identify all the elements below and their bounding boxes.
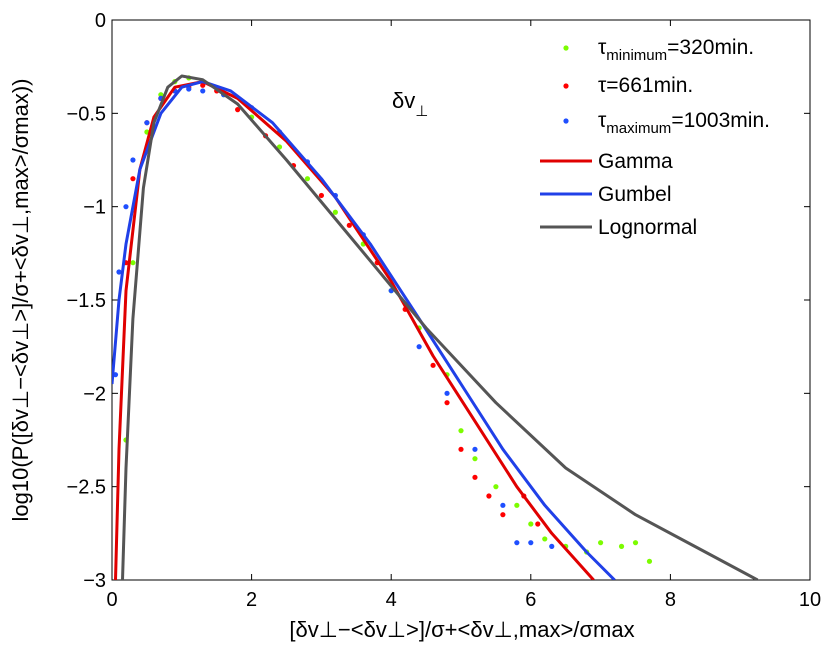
legend-marker	[563, 45, 569, 51]
data-point	[542, 536, 548, 542]
x-tick-label: 10	[799, 589, 821, 611]
data-point	[472, 456, 478, 462]
data-point	[646, 558, 653, 564]
data-point	[130, 157, 136, 163]
data-point	[444, 400, 450, 406]
data-point	[130, 260, 136, 266]
data-point	[458, 446, 464, 452]
data-point	[304, 176, 311, 182]
data-point	[486, 493, 492, 499]
data-point	[144, 120, 150, 126]
data-point	[514, 540, 520, 546]
data-point	[472, 474, 478, 480]
legend-label: τminimum=320min.	[598, 36, 754, 64]
data-point	[332, 209, 338, 215]
x-tick-label: 0	[106, 589, 117, 611]
data-point	[528, 521, 534, 527]
y-tick-label: −2.5	[67, 477, 106, 499]
y-tick-label: −1	[83, 197, 106, 219]
legend-label: τmaximum=1003min.	[598, 109, 770, 137]
y-tick-label: −2	[83, 383, 106, 405]
x-tick-label: 2	[246, 589, 257, 611]
legend: τminimum=320min. τ=661min. τmaximum=1003mi…	[540, 36, 770, 239]
series-layer	[112, 74, 759, 580]
x-axis-label: [δv⊥−<δv⊥>]/σ+<δv⊥,max>/σmax	[289, 617, 634, 642]
data-point	[535, 521, 541, 527]
series-line-gamma	[114, 80, 595, 580]
data-point	[598, 540, 604, 546]
x-tick-label: 6	[525, 589, 536, 611]
y-tick-label: 0	[95, 10, 106, 32]
data-point	[200, 82, 206, 88]
data-point	[200, 88, 206, 94]
data-point	[318, 192, 324, 199]
x-tick-label: 8	[665, 589, 676, 611]
plot-area	[111, 19, 811, 581]
data-point	[444, 390, 450, 396]
series-clip	[112, 74, 759, 580]
annotation-delta-v: δv⊥	[392, 88, 428, 120]
data-point	[514, 502, 520, 508]
y-tick-label: −1.5	[67, 290, 106, 312]
series-line-gumbel	[112, 80, 616, 580]
data-point	[549, 543, 555, 550]
legend-marker	[563, 83, 569, 89]
data-point	[123, 204, 129, 210]
data-point	[430, 362, 436, 368]
data-point	[416, 344, 422, 350]
data-point	[528, 540, 534, 546]
data-point	[158, 92, 164, 98]
y-tick-label: −3	[83, 570, 106, 592]
data-point	[130, 176, 136, 182]
data-point	[500, 502, 506, 508]
data-point	[493, 484, 499, 490]
data-point	[500, 512, 506, 518]
data-point	[458, 428, 464, 434]
data-point	[472, 446, 478, 452]
tick-group: 0 2 4 6 8 10 0 −0.5 −1 −1.5 −2 −2.5 −3	[67, 10, 822, 611]
data-point	[276, 144, 283, 150]
data-point	[116, 269, 122, 275]
legend-marker	[563, 118, 569, 124]
y-axis-label: log10(P([δv⊥−<δv⊥>]/σ+<δv⊥,max>/σmax))	[8, 79, 33, 522]
data-point	[235, 107, 241, 113]
legend-label: Gamma	[598, 150, 673, 173]
data-point	[632, 540, 639, 546]
legend-label: Gumbel	[598, 183, 672, 206]
data-point	[618, 543, 625, 550]
y-tick-label: −0.5	[67, 103, 106, 125]
x-tick-label: 4	[386, 589, 397, 611]
data-point	[186, 86, 192, 92]
series-line-lognormal	[121, 74, 759, 580]
legend-label: Lognormal	[598, 216, 697, 239]
legend-label: τ=661min.	[598, 74, 693, 97]
data-point	[346, 222, 352, 228]
